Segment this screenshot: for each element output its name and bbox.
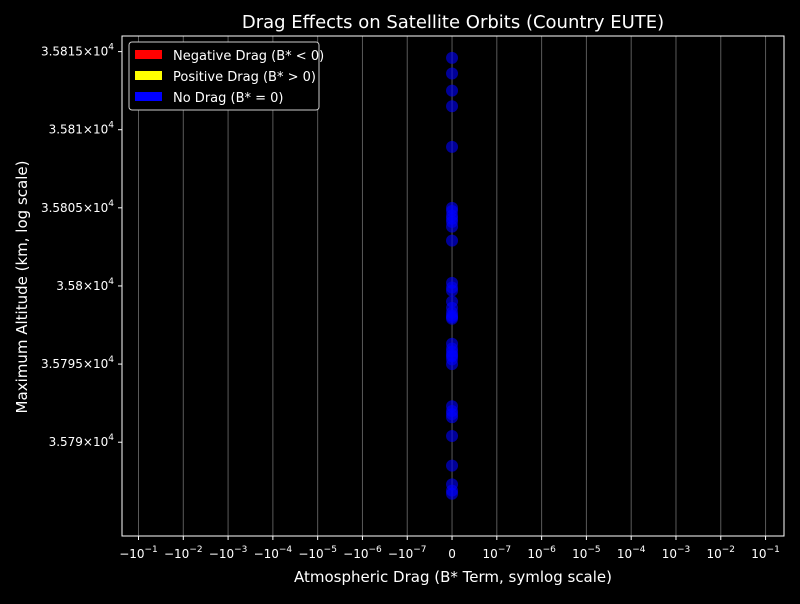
y-tick-label: 3.581×104 <box>49 121 115 137</box>
data-point <box>446 353 459 366</box>
x-tick-label: −10−3 <box>209 545 248 561</box>
y-axis-title: Maximum Altitude (km, log scale) <box>13 161 31 414</box>
x-axis-ticks: −10−1 −10−2 −10−3 −10−4 −10−5 −10−6 −10−7 0 10−7… <box>119 536 780 561</box>
x-tick-label: 10−1 <box>751 545 780 561</box>
data-point <box>446 140 459 153</box>
x-tick-label: 10−7 <box>483 545 512 561</box>
y-tick-label: 3.579×104 <box>49 433 115 449</box>
y-tick-label: 3.5815×104 <box>41 43 114 59</box>
y-tick-label: 3.5795×104 <box>41 355 114 371</box>
legend-label-no-drag: No Drag (B* = 0) <box>173 91 284 106</box>
x-tick-label: 0 <box>448 547 456 561</box>
y-tick-label: 3.58×104 <box>56 277 114 293</box>
legend: Negative Drag (B* < 0) Positive Drag (B*… <box>128 41 324 111</box>
data-point <box>446 284 459 297</box>
data-points <box>446 51 459 500</box>
data-point <box>446 84 459 97</box>
x-tick-label: 10−6 <box>527 545 556 561</box>
data-point <box>446 100 459 113</box>
x-tick-label: −10−2 <box>164 545 203 561</box>
y-axis-ticks: 3.579×104 3.5795×104 3.58×104 3.5805×104 3.5… <box>41 43 122 449</box>
x-tick-label: 10−2 <box>706 545 735 561</box>
legend-swatch-no-drag <box>135 92 162 101</box>
x-axis-title: Atmospheric Drag (B* Term, symlog scale) <box>294 568 612 586</box>
data-point <box>446 459 459 472</box>
x-tick-label: −10−4 <box>254 545 293 561</box>
x-tick-label: −10−7 <box>388 545 427 561</box>
x-tick-label: −10−6 <box>343 545 382 561</box>
data-point <box>446 212 459 225</box>
data-point <box>446 487 459 500</box>
data-point <box>446 234 459 247</box>
legend-label-negative: Negative Drag (B* < 0) <box>173 49 324 64</box>
x-tick-label: 10−3 <box>662 545 691 561</box>
x-tick-label: 10−5 <box>572 545 601 561</box>
chart-title: Drag Effects on Satellite Orbits (Countr… <box>242 12 664 33</box>
data-point <box>446 429 459 442</box>
legend-label-positive: Positive Drag (B* > 0) <box>173 70 316 85</box>
legend-swatch-negative <box>135 50 162 59</box>
data-point <box>446 411 459 424</box>
x-tick-label: 10−4 <box>617 545 646 561</box>
y-tick-label: 3.5805×104 <box>41 199 114 215</box>
legend-swatch-positive <box>135 71 162 80</box>
data-point <box>446 51 459 64</box>
data-point <box>446 311 459 324</box>
legend-frame <box>128 41 320 111</box>
x-tick-label: −10−1 <box>119 545 158 561</box>
x-tick-label: −10−5 <box>298 545 337 561</box>
data-point <box>446 67 459 80</box>
